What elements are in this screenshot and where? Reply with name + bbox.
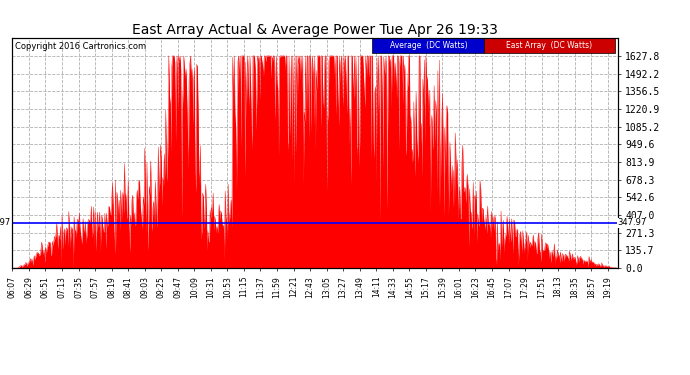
- Text: Average  (DC Watts): Average (DC Watts): [390, 41, 467, 50]
- Text: Copyright 2016 Cartronics.com: Copyright 2016 Cartronics.com: [15, 42, 146, 51]
- Title: East Array Actual & Average Power Tue Apr 26 19:33: East Array Actual & Average Power Tue Ap…: [132, 23, 498, 37]
- Text: 347.97: 347.97: [0, 218, 10, 227]
- FancyBboxPatch shape: [484, 38, 615, 53]
- Text: East Array  (DC Watts): East Array (DC Watts): [506, 41, 593, 50]
- FancyBboxPatch shape: [373, 38, 484, 53]
- Text: 347.97: 347.97: [618, 218, 647, 227]
